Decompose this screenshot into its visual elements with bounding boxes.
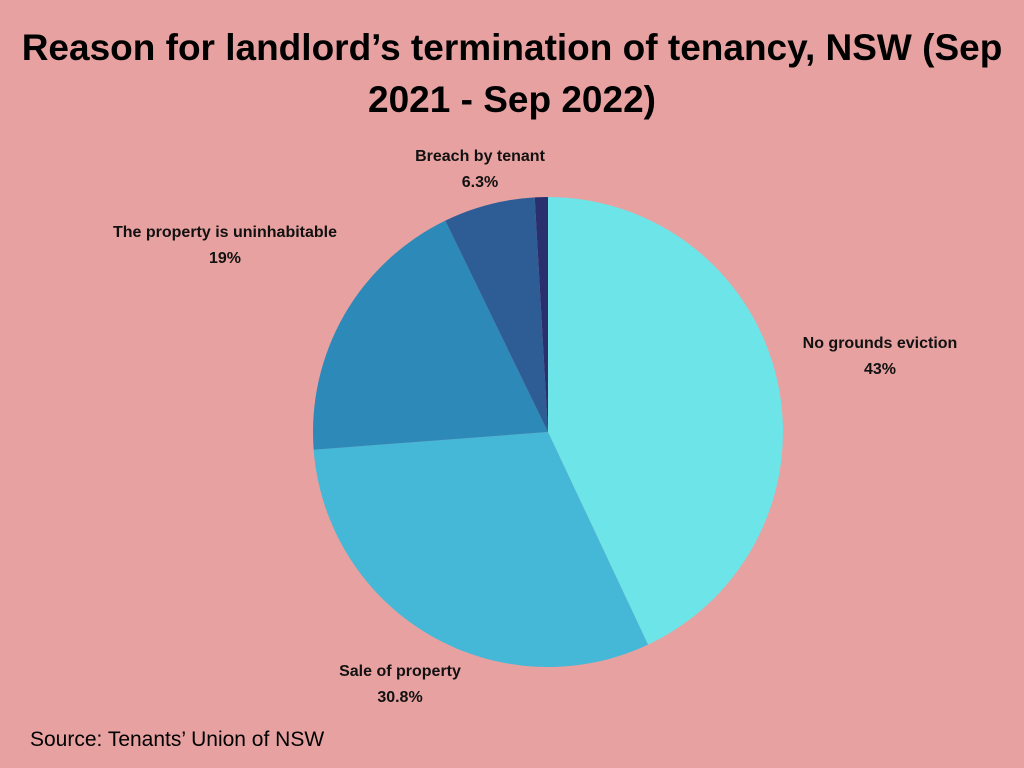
pie-slice <box>313 432 649 667</box>
slice-label: Sale of property <box>339 663 461 680</box>
slice-value-label: 43% <box>864 361 896 378</box>
slice-label: Breach by tenant <box>415 148 545 165</box>
pie-slice <box>445 197 548 432</box>
slice-value-label: 6.3% <box>462 174 498 191</box>
slice-value-label: 19% <box>209 250 241 267</box>
source-note: Source: Tenants’ Union of NSW <box>30 728 325 751</box>
slice-label: No grounds eviction <box>803 335 958 352</box>
slice-value-label: 30.8% <box>377 689 422 706</box>
pie-slice <box>548 197 783 645</box>
pie-slice <box>313 220 548 450</box>
slice-label: The property is uninhabitable <box>113 224 337 241</box>
chart-title: Reason for landlord’s termination of ten… <box>21 27 1003 120</box>
pie-slice <box>534 197 548 432</box>
